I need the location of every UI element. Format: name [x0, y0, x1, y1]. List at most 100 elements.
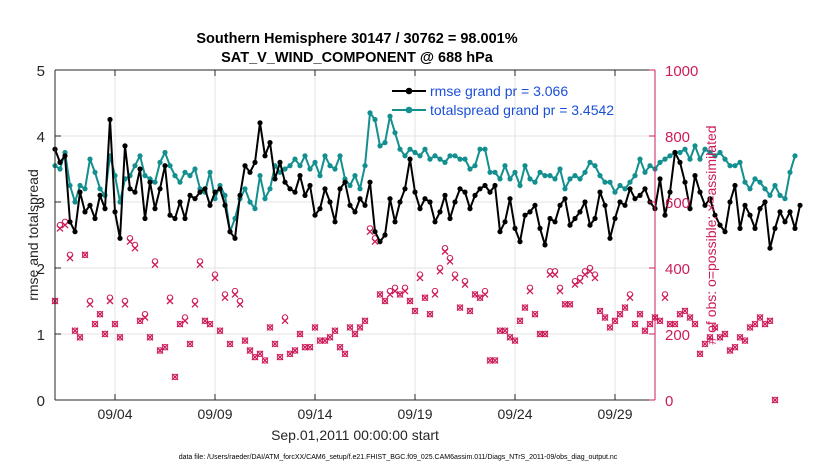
obs-count-series: [51, 218, 779, 404]
obs-possible-point: [246, 347, 254, 354]
left-tick-label: 3: [37, 195, 45, 212]
obs-assimilated-stroke: [711, 323, 719, 331]
obs-assimilated-stroke: [361, 317, 369, 325]
obs-possible-point: [71, 327, 79, 334]
obs-assimilated-stroke: [696, 350, 704, 358]
obs-assimilated-stroke: [241, 337, 249, 345]
totalspread-point: [702, 146, 708, 152]
totalspread-point: [152, 179, 158, 185]
obs-possible-point: [686, 314, 694, 321]
rmse-point: [72, 229, 78, 235]
totalspread-point: [447, 153, 453, 159]
obs-assimilated-point: [256, 350, 264, 358]
obs-assimilated-stroke: [351, 330, 359, 338]
rmse-point: [372, 229, 378, 235]
obs-assimilated-point: [216, 327, 224, 335]
totalspread-point: [67, 182, 73, 189]
rmse-point: [662, 212, 668, 218]
totalspread-point: [522, 163, 528, 169]
totalspread-point: [97, 186, 103, 192]
totalspread-point: [332, 166, 338, 172]
rmse-point: [202, 186, 208, 192]
rmse-point: [57, 159, 63, 165]
obs-assimilated-stroke: [596, 307, 604, 315]
rmse-point: [637, 192, 643, 198]
obs-assimilated-point: [536, 330, 544, 338]
rmse-point: [307, 182, 313, 189]
left-tick-label: 5: [37, 63, 45, 80]
obs-possible-point: [306, 344, 314, 351]
obs-assimilated-point: [251, 353, 259, 361]
obs-assimilated-point: [721, 330, 729, 338]
obs-assimilated-point: [56, 224, 64, 232]
obs-assimilated-stroke: [706, 333, 714, 341]
rmse-point: [577, 209, 583, 215]
obs-possible-point: [521, 304, 529, 311]
obs-assimilated-point: [446, 257, 454, 265]
rmse-point: [232, 235, 238, 241]
obs-assimilated-point: [701, 340, 709, 348]
totalspread-point: [532, 179, 538, 185]
obs-assimilated-point: [691, 320, 699, 328]
obs-assimilated-point: [716, 333, 724, 341]
obs-assimilated-point: [606, 323, 614, 331]
obs-assimilated-point: [416, 274, 424, 282]
obs-possible-point: [286, 350, 294, 357]
obs-possible-point: [721, 330, 729, 338]
obs-assimilated-point: [321, 337, 329, 345]
rmse-point: [147, 179, 153, 185]
plot-area: [55, 70, 655, 400]
rmse-point: [82, 209, 88, 215]
totalspread-point: [357, 186, 363, 192]
totalspread-point: [577, 176, 583, 182]
obs-assimilated-stroke: [171, 373, 179, 381]
obs-assimilated-stroke: [561, 300, 569, 308]
obs-possible-point: [411, 307, 419, 315]
obs-assimilated-point: [706, 333, 714, 341]
obs-assimilated-stroke: [336, 343, 344, 351]
obs-assimilated-stroke: [271, 340, 279, 348]
legend-label-spread: totalspread grand pr = 3.4542: [430, 102, 614, 118]
rmse-point: [342, 179, 348, 185]
rmse-point: [562, 196, 568, 202]
obs-assimilated-point: [591, 274, 599, 282]
rmse-point: [497, 229, 503, 235]
obs-assimilated-stroke: [441, 248, 449, 255]
totalspread-point: [192, 166, 198, 172]
obs-assimilated-stroke: [306, 343, 314, 351]
rmse-point: [87, 202, 93, 208]
right-tick-label: 0: [665, 393, 673, 410]
obs-assimilated-point: [101, 330, 109, 338]
totalspread-point: [137, 153, 143, 159]
rmse-point: [682, 179, 688, 185]
rmse-point: [667, 189, 673, 195]
rmse-point: [547, 215, 553, 222]
obs-assimilated-point: [426, 310, 434, 318]
obs-assimilated-point: [546, 271, 554, 279]
obs-assimilated-stroke: [296, 330, 304, 338]
rmse-point: [377, 239, 383, 245]
rmse-point: [587, 222, 593, 228]
rmse-point: [292, 189, 298, 195]
rmse-point: [642, 186, 648, 192]
totalspread-point: [167, 163, 173, 169]
rmse-point: [592, 215, 598, 222]
obs-assimilated-stroke: [486, 356, 494, 364]
obs-assimilated-point: [246, 347, 254, 354]
obs-possible-point: [681, 307, 689, 315]
rmse-point: [262, 153, 268, 159]
obs-assimilated-stroke: [431, 290, 439, 298]
rmse-point: [787, 209, 793, 215]
obs-assimilated-stroke: [451, 274, 459, 282]
obs-assimilated-stroke: [456, 304, 464, 312]
rmse-point: [347, 202, 353, 208]
totalspread-point: [477, 146, 483, 152]
obs-possible-point: [631, 320, 639, 328]
totalspread-point: [542, 173, 548, 179]
obs-assimilated-point: [171, 373, 179, 381]
obs-assimilated-point: [131, 244, 139, 252]
obs-assimilated-point: [611, 317, 619, 325]
obs-possible-point: [711, 324, 719, 331]
obs-possible-point: [541, 330, 549, 338]
totalspread-point: [627, 179, 633, 185]
